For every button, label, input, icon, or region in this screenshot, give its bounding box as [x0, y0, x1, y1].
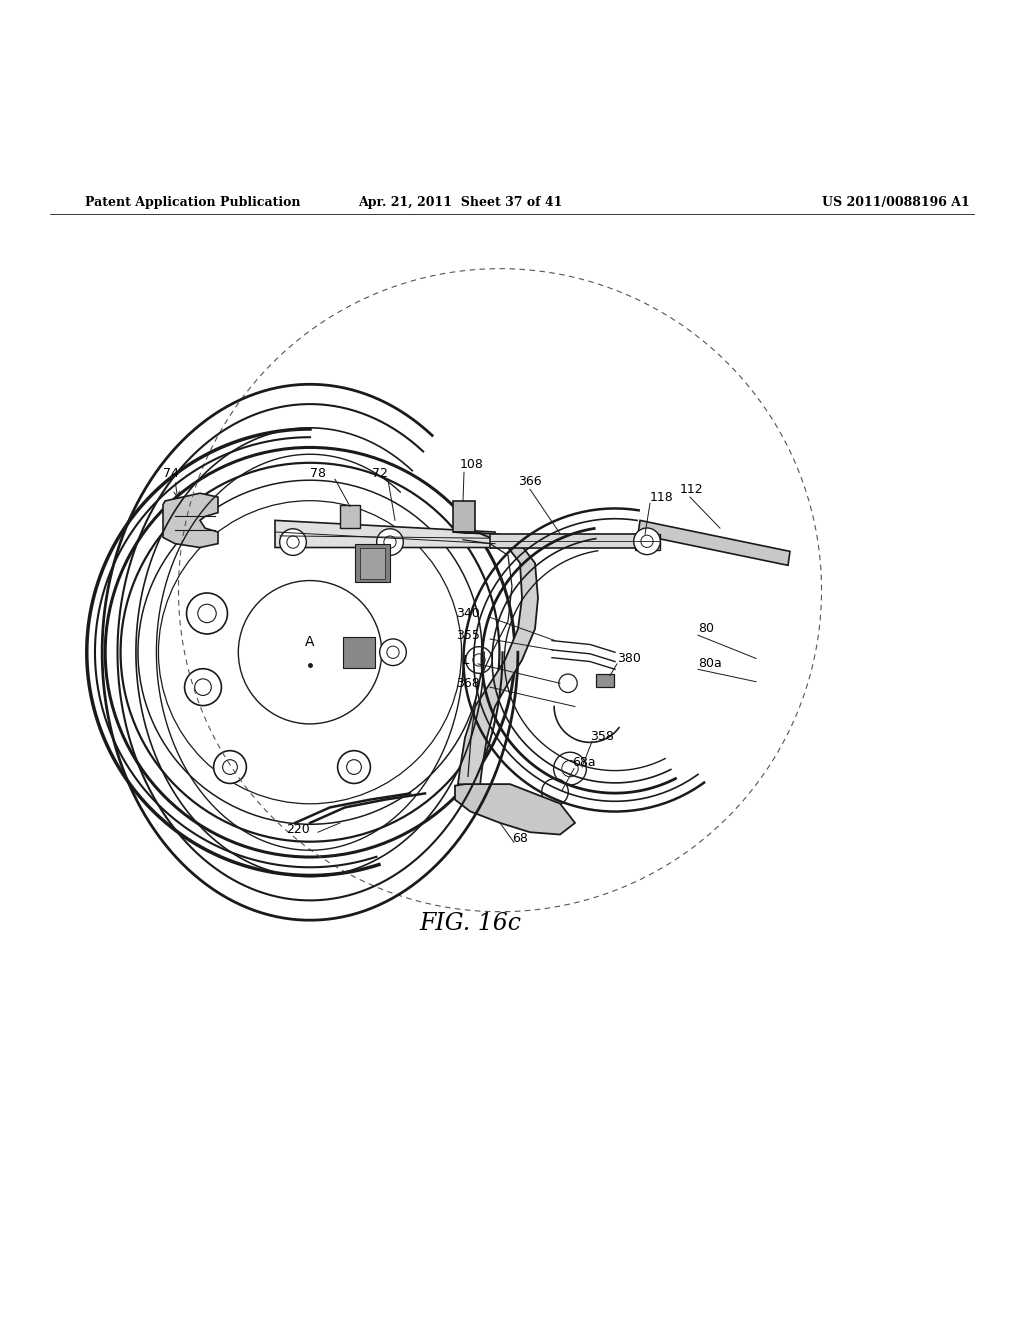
Circle shape	[186, 593, 227, 634]
Text: 72: 72	[372, 467, 388, 480]
Circle shape	[280, 529, 306, 556]
Polygon shape	[638, 520, 790, 565]
Text: 68: 68	[512, 832, 528, 845]
Circle shape	[542, 779, 568, 805]
Circle shape	[634, 528, 660, 554]
Polygon shape	[455, 784, 575, 834]
Polygon shape	[490, 533, 660, 548]
Text: 112: 112	[680, 483, 703, 496]
Circle shape	[466, 647, 493, 673]
Text: 340: 340	[457, 607, 480, 620]
Polygon shape	[355, 544, 390, 582]
Text: 108: 108	[460, 458, 484, 471]
Polygon shape	[635, 535, 660, 550]
Text: 220: 220	[287, 822, 310, 836]
Text: 118: 118	[650, 491, 674, 504]
Text: 355: 355	[456, 628, 480, 642]
Text: 68a: 68a	[572, 756, 596, 768]
Text: US 2011/0088196 A1: US 2011/0088196 A1	[822, 195, 970, 209]
Text: 80a: 80a	[698, 657, 722, 671]
Text: Apr. 21, 2011  Sheet 37 of 41: Apr. 21, 2011 Sheet 37 of 41	[357, 195, 562, 209]
Text: 366: 366	[518, 475, 542, 488]
Text: L: L	[463, 653, 470, 667]
Polygon shape	[453, 532, 538, 785]
Text: FIG. 16c: FIG. 16c	[419, 912, 521, 936]
Circle shape	[559, 675, 578, 693]
Text: A: A	[305, 635, 314, 649]
Text: Patent Application Publication: Patent Application Publication	[85, 195, 300, 209]
Text: 368: 368	[457, 677, 480, 690]
Polygon shape	[340, 504, 360, 528]
Text: 74: 74	[163, 467, 179, 480]
Circle shape	[214, 751, 247, 784]
Polygon shape	[343, 636, 375, 668]
Circle shape	[380, 639, 407, 665]
Polygon shape	[596, 675, 614, 688]
Text: 80: 80	[698, 623, 714, 635]
Circle shape	[377, 529, 403, 556]
Polygon shape	[453, 502, 475, 532]
Circle shape	[338, 751, 371, 784]
Polygon shape	[163, 494, 218, 548]
Text: 380: 380	[617, 652, 641, 665]
Circle shape	[554, 752, 587, 785]
Polygon shape	[360, 548, 385, 578]
Text: 358: 358	[590, 730, 613, 743]
Polygon shape	[275, 520, 495, 548]
Circle shape	[184, 669, 221, 706]
Text: 78: 78	[310, 467, 326, 480]
